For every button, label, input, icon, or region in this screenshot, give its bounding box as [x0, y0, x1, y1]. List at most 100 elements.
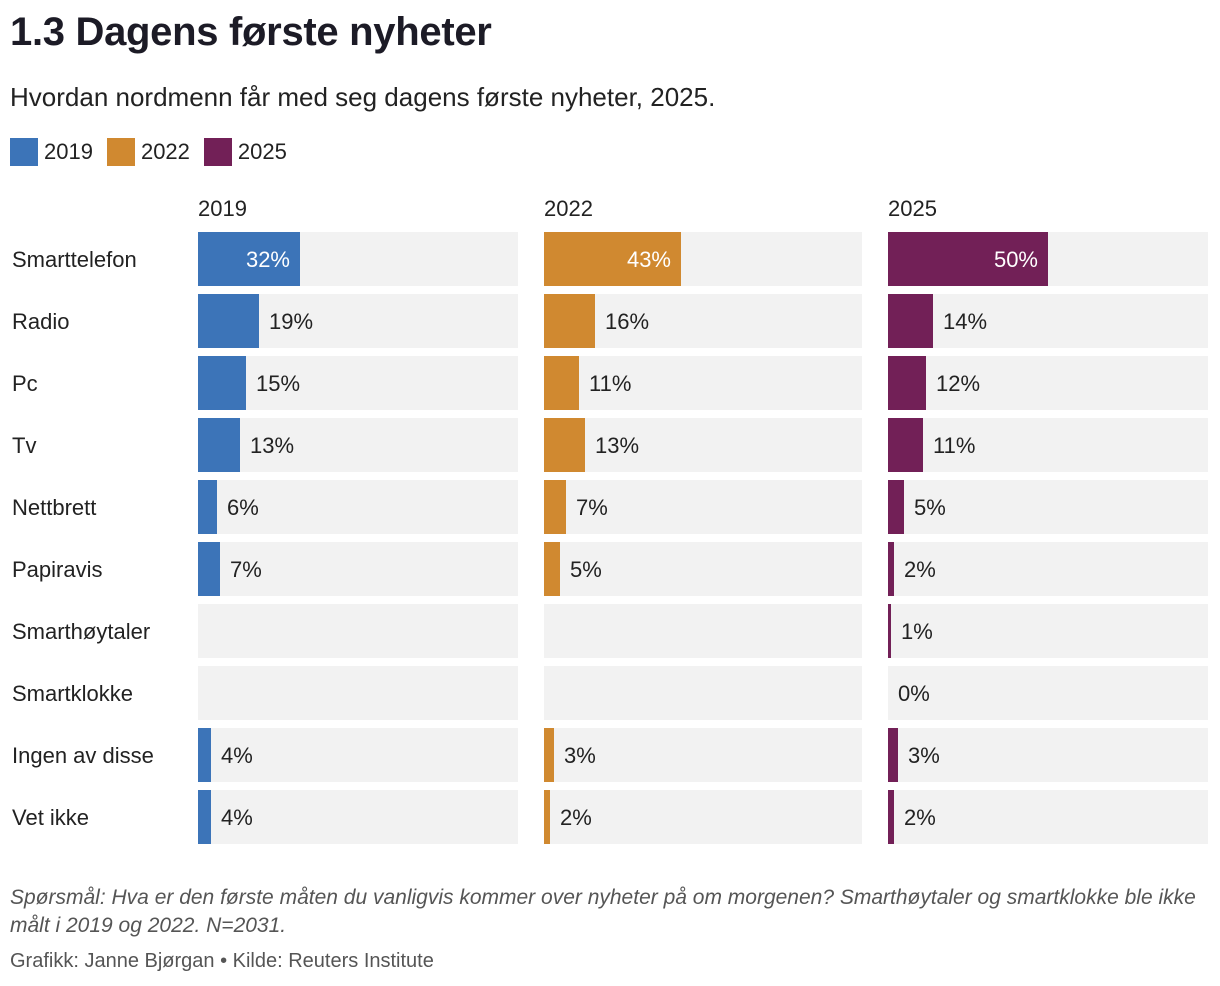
legend-item-2025: 2025 — [203, 138, 287, 166]
bar — [544, 356, 579, 410]
bar — [198, 232, 300, 286]
data-label: 2% — [560, 805, 592, 830]
data-label: 32% — [246, 247, 290, 272]
bar — [544, 542, 560, 596]
bar-track — [198, 604, 518, 658]
legend-item-2022: 2022 — [106, 138, 190, 166]
category-label: Radio — [12, 309, 69, 334]
legend: 2019 2022 2025 — [10, 138, 301, 166]
legend-item-2019: 2019 — [10, 138, 93, 166]
bar — [544, 480, 566, 534]
bar-track — [198, 790, 518, 844]
bar-track — [888, 480, 1208, 534]
legend-swatch — [203, 138, 232, 166]
data-label: 7% — [576, 495, 608, 520]
bar — [888, 480, 904, 534]
bar-track — [544, 294, 862, 348]
data-label: 1% — [901, 619, 933, 644]
chart-subtitle: Hvordan nordmenn får med seg dagens førs… — [10, 82, 716, 112]
bar — [198, 790, 211, 844]
data-label: 5% — [914, 495, 946, 520]
data-label: 11% — [933, 433, 975, 458]
category-label: Vet ikke — [12, 805, 89, 830]
bar — [544, 728, 554, 782]
category-label: Smarttelefon — [12, 247, 137, 272]
category-label: Ingen av disse — [12, 743, 154, 768]
bar-track — [198, 666, 518, 720]
data-label: 13% — [595, 433, 639, 458]
bar — [888, 728, 898, 782]
bar — [888, 356, 926, 410]
data-label: 2% — [904, 805, 936, 830]
bar — [544, 294, 595, 348]
data-label: 6% — [227, 495, 259, 520]
data-label: 3% — [564, 743, 596, 768]
data-label: 13% — [250, 433, 294, 458]
category-label: Smarthøytaler — [12, 619, 150, 644]
bar-track — [888, 604, 1208, 658]
bar — [198, 356, 246, 410]
legend-label: 2019 — [44, 139, 93, 164]
data-label: 5% — [570, 557, 602, 582]
legend-swatch — [106, 138, 135, 166]
panel-title: 2019 — [198, 196, 247, 221]
bar-track — [544, 542, 862, 596]
bar-track — [888, 294, 1208, 348]
data-label: 43% — [627, 247, 671, 272]
bar — [198, 294, 259, 348]
bar — [544, 232, 681, 286]
credit-line: Grafikk: Janne Bjørgan • Kilde: Reuters … — [10, 950, 434, 972]
data-label: 19% — [269, 309, 313, 334]
category-label: Smartklokke — [12, 681, 133, 706]
data-label: 4% — [221, 743, 253, 768]
data-label: 50% — [994, 247, 1038, 272]
bar-track — [544, 480, 862, 534]
bar-track — [888, 790, 1208, 844]
bar-track — [198, 480, 518, 534]
bar — [888, 604, 891, 658]
bar-track — [888, 356, 1208, 410]
bar — [544, 790, 550, 844]
footnote: Spørsmål: Hva er den første måten du van… — [10, 886, 1196, 937]
data-label: 15% — [256, 371, 300, 396]
data-label: 12% — [936, 371, 980, 396]
legend-label: 2025 — [237, 139, 287, 164]
data-label: 2% — [904, 557, 936, 582]
panel-title: 2022 — [544, 196, 593, 221]
legend-swatch — [10, 138, 38, 166]
data-label: 16% — [605, 309, 649, 334]
bar — [888, 542, 894, 596]
bar — [888, 418, 923, 472]
bar-track — [544, 604, 862, 658]
bar-track — [198, 728, 518, 782]
bar — [198, 728, 211, 782]
chart-title: 1.3 Dagens første nyheter — [10, 10, 492, 54]
bar — [888, 232, 1048, 286]
bar-track — [544, 418, 862, 472]
bar-track — [198, 418, 518, 472]
bar-track — [888, 666, 1208, 720]
bar-track — [888, 728, 1208, 782]
bar — [544, 418, 585, 472]
bar-track — [198, 356, 518, 410]
panel-title: 2025 — [888, 196, 937, 221]
small-multiples-bar-chart: Smarttelefon Radio Pc Tv Nettbrett Papiravis S… — [12, 196, 1208, 844]
bar-track — [888, 542, 1208, 596]
data-label: 11% — [589, 371, 631, 396]
bar-track — [544, 790, 862, 844]
data-label: 14% — [943, 309, 987, 334]
bar — [198, 542, 220, 596]
bar-track — [544, 666, 862, 720]
data-label: 7% — [230, 557, 262, 582]
bar-track — [544, 728, 862, 782]
category-label: Papiravis — [12, 557, 102, 582]
bar-track — [198, 542, 518, 596]
bar — [198, 480, 217, 534]
bar — [888, 790, 894, 844]
category-label: Tv — [12, 433, 36, 458]
data-label: 0% — [898, 681, 930, 706]
category-label: Pc — [12, 371, 38, 396]
data-label: 3% — [908, 743, 940, 768]
category-label: Nettbrett — [12, 495, 96, 520]
bar-track — [544, 356, 862, 410]
